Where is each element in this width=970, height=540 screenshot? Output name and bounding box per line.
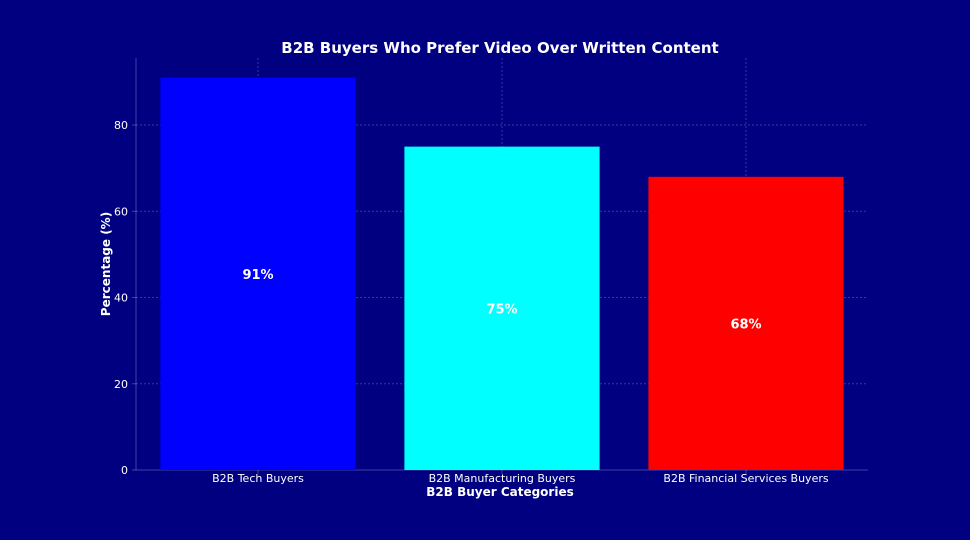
y-tick-label: 20 [114,378,128,391]
y-axis-label: Percentage (%) [99,212,113,316]
bar-data-label: 75% [486,302,517,317]
x-tick-label: B2B Financial Services Buyers [663,472,828,485]
y-tick-label: 40 [114,292,128,305]
x-tick-label: B2B Tech Buyers [212,472,304,485]
y-tick-label: 0 [121,464,128,477]
ticks-layer: 0 20 40 60 80 B2B Tech Buyers B2B Manufacturin… [114,119,829,485]
bar-data-label: 91% [242,268,273,283]
y-tick-label: 60 [114,205,128,218]
bar-data-label: 68% [730,317,761,332]
y-tick-label: 80 [114,119,128,132]
bars-layer: 91% 75% 68% [160,77,844,471]
x-tick-label: B2B Manufacturing Buyers [429,472,576,485]
bar [404,146,600,470]
x-axis-label: B2B Buyer Categories [426,485,574,499]
bar [160,77,356,470]
bar [648,176,844,471]
chart-title: B2B Buyers Who Prefer Video Over Written… [281,39,718,57]
